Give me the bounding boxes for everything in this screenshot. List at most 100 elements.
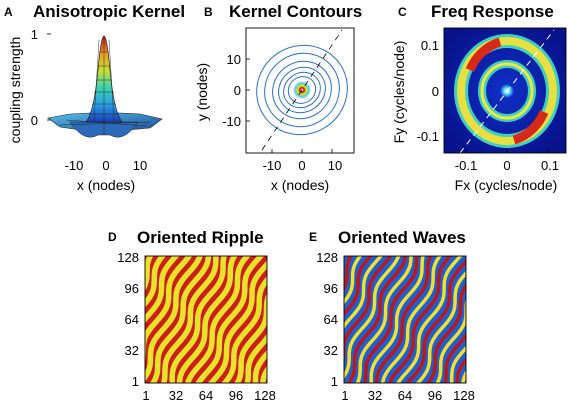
panel-c-ticks	[465, 149, 549, 153]
freq-inner-ring-core	[480, 62, 534, 120]
panel-b-ticks	[246, 58, 333, 153]
panel-a-ytick: 0	[31, 113, 38, 128]
panel-c-xtick: -0.1	[455, 158, 477, 173]
wave-stripe	[169, 256, 227, 383]
panel-c-frame	[443, 27, 567, 154]
panel-e-ytick: 96	[324, 281, 338, 296]
freq-outer-lobe	[465, 37, 502, 72]
panel-c-title: Freq Response	[431, 2, 554, 21]
panel-d-xtick: 1	[142, 388, 149, 403]
wave-stripe	[363, 256, 419, 383]
panel-d-xtick: 96	[229, 388, 243, 403]
wave-stripe	[405, 258, 466, 383]
wave-stripe	[149, 256, 212, 383]
contour-line	[287, 76, 317, 104]
wave-stripe	[12, 249, 71, 393]
panel-e: E Oriented Waves 128 96 64 32 1 1 32 64 …	[261, 228, 570, 403]
kernel-center-blob	[293, 81, 311, 99]
wave-stripe	[244, 333, 267, 383]
panel-e-frame	[343, 255, 467, 384]
panel-a-xtick: 0	[102, 158, 109, 173]
wave-stripe	[499, 249, 566, 393]
panel-e-xtick: 96	[428, 388, 442, 403]
wave-stripe	[374, 256, 433, 383]
wave-stripe	[474, 249, 545, 393]
wave-stripe	[344, 256, 393, 364]
wave-stripe	[145, 256, 180, 324]
panel-d-frame	[144, 255, 268, 384]
contour-line	[283, 71, 321, 109]
contour-line	[256, 44, 348, 136]
panel-d-ytick: 32	[125, 343, 139, 358]
wave-stripe	[489, 249, 560, 393]
wave-stripe	[346, 256, 407, 383]
wave-stripe	[449, 345, 466, 383]
panel-d-ytick: 128	[117, 250, 139, 265]
wave-stripe	[555, 249, 570, 393]
wave-stripe	[443, 332, 466, 383]
wave-stripe	[549, 249, 570, 393]
wave-stripe	[271, 249, 331, 393]
wave-stripe	[145, 256, 203, 382]
panel-d-ytick: 1	[132, 374, 139, 389]
panel-d-title: Oriented Ripple	[137, 228, 264, 247]
wave-stripe	[344, 256, 401, 380]
wave-stripe	[207, 260, 267, 383]
panel-e-xtick: 64	[398, 388, 412, 403]
wave-stripe	[20, 249, 84, 393]
panel-b-letter: B	[204, 5, 213, 19]
wave-stripe	[2, 249, 59, 393]
wave-stripe	[344, 256, 363, 305]
wave-stripe	[261, 249, 325, 393]
wave-stripe	[278, 249, 350, 393]
wave-stripe	[561, 249, 570, 393]
wave-stripe	[520, 249, 570, 393]
panel-d-letter: D	[108, 230, 117, 244]
wave-stripe	[380, 256, 443, 383]
wave-stripe	[160, 256, 219, 383]
panel-a-title: Anisotropic Kernel	[33, 2, 185, 21]
ripple-pattern	[2, 249, 350, 393]
panel-d-ytick: 96	[125, 281, 139, 296]
panel-d-ytick: 64	[125, 312, 139, 327]
panel-a-ytick: 1	[31, 27, 38, 42]
wave-stripe	[252, 349, 267, 383]
wave-stripe	[369, 256, 425, 383]
wave-stripe	[344, 256, 384, 330]
panel-d-xtick: 64	[199, 388, 213, 403]
wave-stripe	[145, 256, 167, 308]
panel-d-xtick: 128	[254, 388, 276, 403]
orientation-line	[261, 29, 343, 151]
wave-stripe	[27, 249, 97, 393]
panel-d-xtick: 32	[169, 388, 183, 403]
freq-outer-lobe	[512, 110, 549, 145]
wave-stripe	[344, 256, 353, 292]
panel-b-contours	[256, 29, 348, 151]
wave-stripe	[435, 298, 466, 383]
panel-e-title: Oriented Waves	[338, 228, 466, 247]
wave-stripe	[395, 256, 463, 383]
wave-stripe	[468, 249, 536, 393]
panel-e-ytick: 64	[324, 312, 338, 327]
waves-pattern	[261, 249, 570, 393]
kernel-mesh	[59, 36, 151, 135]
panel-b: B Kernel Contours 10 0 -10 -10 0 10 x (n…	[194, 2, 362, 193]
panel-e-letter: E	[309, 230, 317, 244]
wave-stripe	[260, 365, 267, 383]
panel-a-xtick: -10	[65, 158, 84, 173]
panel-b-ytick: 10	[227, 52, 241, 67]
panel-a-xtick: 10	[133, 158, 147, 173]
panel-c-ytick: 0	[432, 84, 439, 99]
panel-a-axis-ticks	[47, 33, 51, 121]
wave-stripe	[529, 249, 570, 393]
panel-c-xlabel: Fx (cycles/node)	[455, 177, 558, 193]
panel-b-ytick: -10	[222, 114, 241, 129]
panel-c-image	[443, 27, 567, 154]
wave-stripe	[176, 256, 238, 383]
panel-b-title: Kernel Contours	[229, 2, 362, 21]
panel-a: A Anisotropic Kernel 1 0 -10 0 10 x (nod…	[4, 2, 185, 193]
contour-line	[272, 60, 332, 120]
wave-stripe	[455, 357, 466, 383]
wave-stripe	[344, 256, 373, 317]
